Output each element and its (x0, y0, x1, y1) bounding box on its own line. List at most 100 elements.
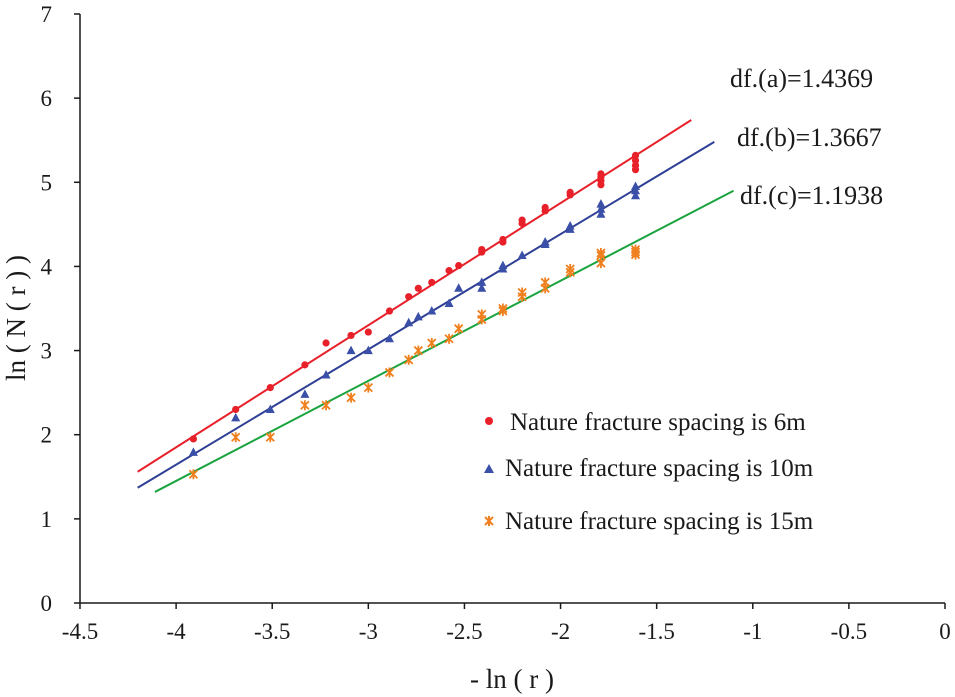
x-tick-label: -1 (743, 619, 762, 644)
data-point (346, 345, 356, 355)
data-point (363, 345, 373, 355)
data-point (428, 278, 436, 287)
x-tick-label: -2 (551, 619, 570, 644)
data-point (265, 432, 275, 443)
data-point (477, 277, 487, 286)
data-point (498, 303, 508, 314)
x-axis-label: - ln ( r ) (470, 664, 554, 694)
data-point (266, 383, 274, 392)
data-point (363, 382, 373, 393)
y-axis-label: ln ( N ( r ) ) (1, 255, 31, 381)
y-tick-label: 4 (41, 254, 53, 279)
data-point (517, 250, 527, 259)
data-point (301, 361, 309, 369)
data-point (445, 267, 453, 275)
legend-label-6m: Nature fracture spacing is 6m (510, 409, 806, 436)
data-point (414, 284, 422, 292)
x-tick-label: 0 (939, 619, 951, 644)
x-tick-label: -3 (359, 619, 378, 644)
data-point (188, 447, 198, 456)
data-point (566, 188, 574, 196)
y-tick-label: 2 (41, 423, 53, 448)
data-point (499, 235, 507, 244)
data-point (265, 404, 275, 413)
data-point (321, 369, 331, 379)
y-tick-label: 1 (41, 507, 53, 532)
x-tick-label: -2.5 (446, 619, 482, 644)
legend-marker-circle (485, 417, 493, 425)
data-point (541, 203, 549, 212)
data-point (444, 298, 454, 307)
data-point (478, 246, 486, 254)
legend: Nature fracture spacing is 6m Nature fra… (484, 409, 814, 535)
data-point (477, 309, 487, 320)
data-point (540, 237, 550, 246)
series-1 (137, 119, 692, 473)
annotation-df-b: df.(b)=1.3667 (737, 123, 882, 152)
y-tick-label: 7 (41, 2, 53, 27)
data-point (384, 367, 395, 378)
series-2 (137, 141, 715, 489)
data-point (596, 199, 606, 208)
data-point (517, 287, 527, 298)
data-point (596, 204, 606, 213)
data-point (540, 277, 550, 288)
data-point (347, 331, 355, 340)
legend-label-10m: Nature fracture spacing is 10m (505, 455, 814, 482)
data-point (300, 400, 310, 411)
data-point (631, 151, 640, 159)
legend-marker-asterisk (484, 516, 494, 526)
data-point (231, 432, 241, 443)
data-point (631, 190, 641, 200)
data-point (631, 181, 641, 190)
data-point (518, 216, 526, 224)
data-point (565, 263, 575, 274)
data-point (631, 156, 640, 165)
y-tick-label: 5 (41, 170, 53, 195)
data-point (231, 412, 241, 422)
data-point (188, 469, 199, 480)
annotation-df-a: df.(a)=1.4369 (730, 64, 873, 93)
data-point (597, 170, 605, 178)
series-3 (154, 189, 735, 493)
legend-marker-triangle (484, 464, 494, 473)
data-point (322, 339, 330, 347)
x-tick-label: -3.5 (254, 619, 290, 644)
data-point (385, 307, 394, 315)
data-point (596, 209, 606, 218)
x-tick-label: -0.5 (831, 619, 867, 644)
data-point (427, 337, 437, 348)
data-point (565, 221, 575, 230)
x-tick-label: -4 (167, 619, 187, 644)
fit-line (137, 141, 715, 489)
y-tick-label: 0 (41, 591, 53, 616)
data-point (364, 328, 372, 336)
data-point (321, 400, 331, 411)
legend-item-6m: Nature fracture spacing is 6m (485, 409, 806, 436)
x-tick-label: -1.5 (638, 619, 674, 644)
data-point (404, 354, 414, 365)
legend-item-10m: Nature fracture spacing is 10m (484, 455, 814, 482)
data-point (413, 345, 423, 356)
data-point (498, 260, 508, 270)
fit-line (154, 189, 735, 493)
y-tick-label: 6 (41, 86, 53, 111)
data-point (405, 293, 413, 301)
data-point (384, 333, 394, 343)
data-point (455, 261, 463, 270)
legend-item-15m: Nature fracture spacing is 15m (484, 508, 814, 535)
legend-label-15m: Nature fracture spacing is 15m (505, 508, 814, 535)
data-point (477, 283, 487, 292)
data-point (631, 161, 640, 170)
data-point (444, 333, 454, 344)
data-point (630, 244, 641, 255)
data-point (404, 317, 414, 327)
data-point (413, 311, 423, 321)
data-point (300, 389, 310, 398)
data-point (189, 435, 198, 443)
data-point (346, 392, 356, 403)
annotation-df-c: df.(c)=1.1938 (740, 181, 883, 210)
data-point (454, 323, 464, 334)
data-point (596, 247, 606, 258)
